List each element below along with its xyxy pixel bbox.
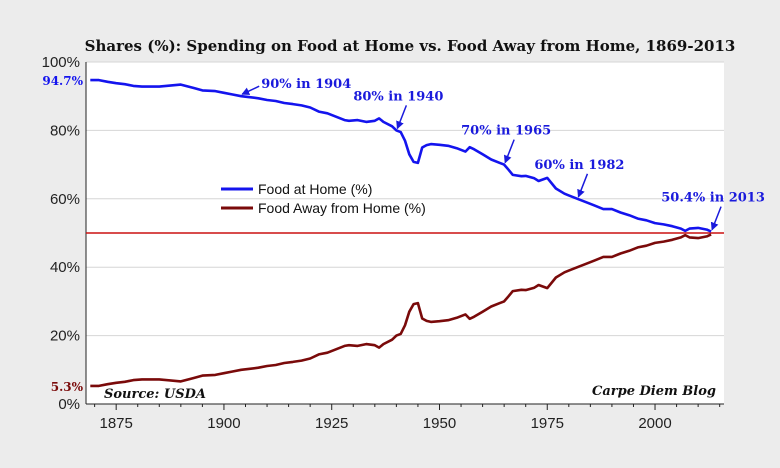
y-tick-label: 100% bbox=[42, 54, 80, 71]
annotation-label: 80% in 1940 bbox=[353, 89, 443, 104]
chart-title: Shares (%): Spending on Food at Home vs.… bbox=[85, 37, 736, 55]
x-tick-label: 1975 bbox=[531, 415, 564, 432]
axes: 0% 20% 40% 60% 80% 100% 1875 1900 1925 1950 1975 20… bbox=[42, 54, 724, 432]
legend-label-food-away: Food Away from Home (%) bbox=[258, 200, 426, 216]
y-tick-label: 60% bbox=[50, 191, 80, 208]
legend: Food at Home (%) Food Away from Home (%) bbox=[221, 181, 426, 216]
credit-note: Carpe Diem Blog bbox=[592, 384, 716, 399]
annotation-label: 60% in 1982 bbox=[534, 158, 624, 173]
x-tick-label: 1925 bbox=[315, 415, 348, 432]
annotation-label: 90% in 1904 bbox=[261, 77, 351, 92]
annotation-arrow bbox=[503, 139, 515, 164]
edge-value-label: 94.7% bbox=[42, 74, 83, 88]
edge-value-label: 5.3% bbox=[51, 380, 84, 394]
x-tick-label: 2000 bbox=[638, 415, 671, 432]
y-tick-label: 20% bbox=[50, 328, 80, 345]
series-line-food-away bbox=[90, 233, 712, 388]
annotation-arrow bbox=[577, 173, 589, 198]
y-tick-label: 0% bbox=[58, 396, 80, 413]
source-note: Source: USDA bbox=[104, 387, 206, 402]
annotation-arrow bbox=[710, 206, 722, 231]
grid-lines bbox=[86, 61, 724, 337]
annotation-arrow bbox=[396, 105, 408, 130]
annotation-label: 70% in 1965 bbox=[461, 124, 551, 139]
annotation-arrow bbox=[241, 85, 260, 95]
x-tick-label: 1950 bbox=[423, 415, 456, 432]
series-line-food-at-home bbox=[90, 78, 712, 233]
x-tick-label: 1875 bbox=[99, 415, 132, 432]
legend-label-food-at-home: Food at Home (%) bbox=[258, 181, 372, 197]
series-lines bbox=[86, 78, 724, 388]
x-tick-label: 1900 bbox=[207, 415, 240, 432]
y-tick-label: 80% bbox=[50, 122, 80, 139]
annotation-label: 50.4% in 2013 bbox=[661, 191, 765, 206]
y-tick-label: 40% bbox=[50, 259, 80, 276]
